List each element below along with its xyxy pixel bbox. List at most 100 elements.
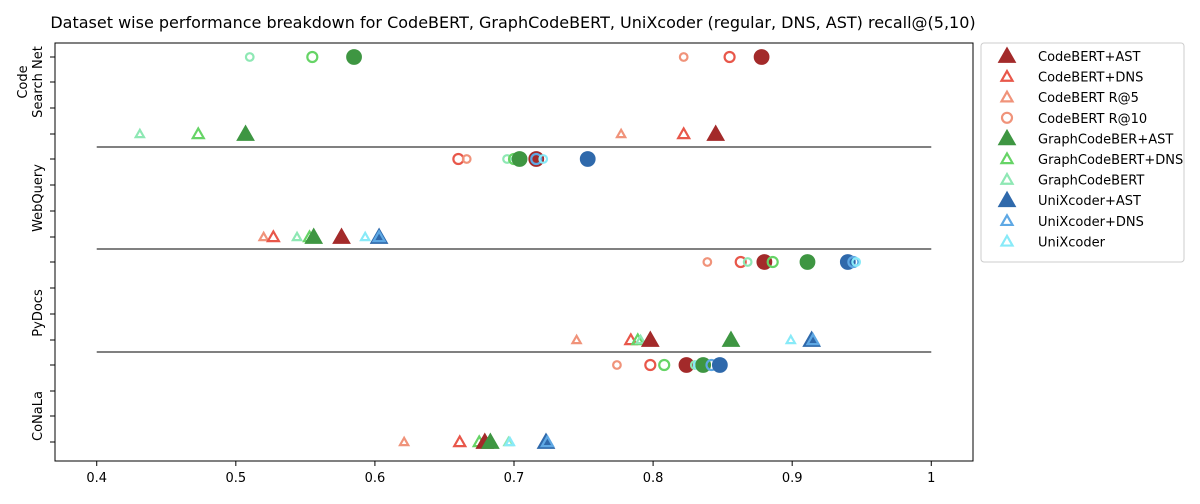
legend-entry: UniXcoder+AST [997, 190, 1141, 209]
group-labels: CodeSearch Net WebQuery PyDocs CoNaLa [16, 46, 46, 441]
legend: CodeBERT+AST CodeBERT+DNS CodeBERT R@5 Code… [980, 42, 1185, 263]
data-point [623, 332, 639, 346]
legend-label: CodeBERT R@5 [1038, 91, 1139, 106]
legend-marker [1000, 111, 1014, 124]
data-point [615, 127, 628, 139]
legend-marker [999, 213, 1015, 227]
legend-label: CodeBERT+AST [1038, 50, 1140, 65]
x-axis: 0.4 0.5 0.6 0.7 0.8 0.9 1 [86, 461, 935, 486]
data-point [711, 357, 728, 373]
data-point [851, 257, 862, 267]
legend-label: GraphCodeBERT+DNS [1038, 153, 1183, 168]
data-point [265, 229, 281, 243]
series-row [398, 432, 556, 449]
legend-marker [999, 151, 1015, 165]
data-point [480, 432, 500, 449]
legend-label: UniXcoder [1038, 235, 1106, 250]
data-point [784, 333, 797, 345]
data-point [244, 52, 255, 62]
legend-box [980, 42, 1185, 263]
legend-entry: UniXcoder+DNS [999, 213, 1144, 230]
y-axis [50, 56, 55, 443]
data-point [634, 333, 647, 345]
data-point [290, 230, 304, 242]
group-label: CoNaLa [31, 391, 46, 441]
data-point [640, 330, 660, 347]
legend-entry: GraphCodeBER+AST [997, 128, 1173, 147]
data-point [538, 154, 549, 164]
x-tick-label: 1 [927, 471, 935, 486]
legend-marker [997, 190, 1017, 208]
data-point [257, 230, 270, 242]
data-point [371, 229, 387, 243]
data-point [847, 255, 860, 269]
series-row [244, 49, 770, 65]
series-row [702, 254, 862, 270]
data-point [346, 49, 362, 65]
legend-entry: GraphCodeBERT+DNS [999, 151, 1183, 168]
data-point [579, 151, 596, 167]
legend-entry: CodeBERT+DNS [999, 68, 1143, 86]
data-point [678, 52, 689, 62]
legend-label: GraphCodeBERT [1038, 174, 1144, 189]
data-point [190, 126, 206, 140]
data-point [133, 127, 146, 139]
data-point [236, 124, 255, 141]
legend-label: GraphCodeBER+AST [1038, 132, 1173, 147]
legend-entry: CodeBERT R@5 [999, 89, 1139, 106]
data-point [658, 358, 671, 372]
group-label: CodeSearch Net [16, 46, 46, 118]
plot-area [54, 42, 974, 462]
legend-entry: GraphCodeBERT [999, 171, 1144, 189]
legend-marker [999, 68, 1015, 82]
series-row [612, 357, 728, 373]
series-row [452, 151, 596, 167]
data-point [359, 230, 372, 242]
data-point [805, 332, 821, 346]
x-tick-label: 0.8 [643, 471, 664, 486]
x-tick-label: 0.9 [782, 471, 803, 486]
legend-entry: UniXcoder [999, 233, 1106, 250]
data-point [723, 50, 736, 64]
x-tick-label: 0.5 [225, 471, 246, 486]
data-point [721, 330, 741, 347]
legend-marker [997, 46, 1017, 63]
data-point [706, 124, 726, 141]
series-row [570, 330, 822, 347]
legend-entry: CodeBERT R@10 [1000, 111, 1147, 127]
data-point [799, 254, 816, 270]
data-point [511, 151, 528, 167]
data-point [570, 333, 583, 345]
data-point [702, 257, 713, 267]
x-tick-label: 0.6 [365, 471, 386, 486]
legend-label: UniXcoder+AST [1038, 194, 1141, 209]
data-point [503, 435, 516, 447]
legend-marker [999, 89, 1015, 103]
data-point [753, 49, 770, 65]
data-point [502, 154, 512, 164]
legend-entry: CodeBERT+AST [997, 46, 1140, 65]
legend-marker [997, 128, 1017, 146]
data-point [452, 434, 468, 448]
group-label: WebQuery [31, 164, 46, 232]
data-point [306, 50, 319, 64]
data-point [644, 358, 657, 372]
data-point [304, 227, 324, 244]
data-point [612, 360, 622, 370]
data-point [332, 227, 351, 244]
data-point [766, 255, 779, 269]
chart-title: Dataset wise performance breakdown for C… [50, 13, 975, 32]
legend-label: UniXcoder+DNS [1038, 215, 1144, 230]
series-row [257, 227, 389, 244]
data-marks [133, 49, 862, 449]
data-point [539, 434, 555, 448]
legend-label: CodeBERT R@10 [1038, 112, 1147, 127]
data-point [398, 435, 411, 447]
legend-marker [999, 233, 1015, 247]
group-separators [96, 146, 932, 353]
group-label: PyDocs [31, 289, 46, 337]
data-point [530, 152, 543, 166]
series-row [133, 124, 726, 141]
